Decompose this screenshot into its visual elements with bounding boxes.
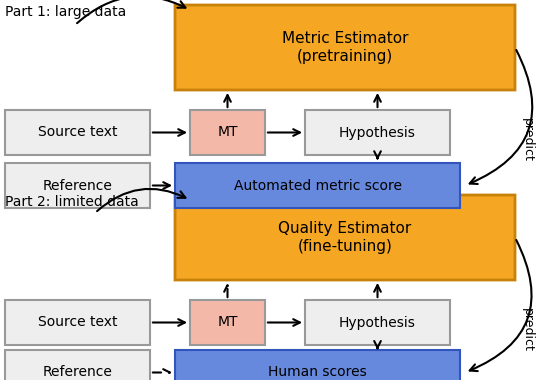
Text: MT: MT	[217, 315, 238, 329]
Text: Source text: Source text	[38, 125, 117, 139]
FancyArrowPatch shape	[374, 151, 381, 158]
FancyBboxPatch shape	[175, 163, 460, 208]
FancyArrowPatch shape	[153, 182, 170, 189]
FancyBboxPatch shape	[305, 300, 450, 345]
FancyArrowPatch shape	[374, 95, 381, 107]
FancyBboxPatch shape	[305, 110, 450, 155]
FancyArrowPatch shape	[374, 341, 381, 348]
FancyBboxPatch shape	[5, 110, 150, 155]
Text: MT: MT	[217, 125, 238, 139]
Text: predict: predict	[521, 308, 534, 352]
Text: Human scores: Human scores	[268, 366, 367, 380]
FancyArrowPatch shape	[374, 285, 381, 297]
FancyArrowPatch shape	[77, 0, 185, 23]
FancyArrowPatch shape	[224, 285, 231, 297]
Text: Part 1: large data: Part 1: large data	[5, 5, 126, 19]
FancyBboxPatch shape	[190, 300, 265, 345]
Text: Source text: Source text	[38, 315, 117, 329]
FancyBboxPatch shape	[175, 5, 515, 90]
Text: Part 2: limited data: Part 2: limited data	[5, 195, 139, 209]
FancyArrowPatch shape	[153, 319, 185, 326]
FancyArrowPatch shape	[224, 95, 231, 107]
FancyArrowPatch shape	[470, 50, 532, 184]
Text: Metric Estimator
(pretraining): Metric Estimator (pretraining)	[282, 31, 408, 64]
FancyArrowPatch shape	[268, 319, 300, 326]
Text: predict: predict	[521, 118, 534, 162]
Text: Hypothesis: Hypothesis	[339, 125, 416, 139]
FancyBboxPatch shape	[5, 300, 150, 345]
FancyArrowPatch shape	[153, 129, 185, 136]
Text: Reference: Reference	[43, 179, 112, 193]
FancyBboxPatch shape	[5, 350, 150, 380]
Text: Hypothesis: Hypothesis	[339, 315, 416, 329]
FancyArrowPatch shape	[470, 240, 531, 371]
FancyBboxPatch shape	[175, 195, 515, 280]
Text: Automated metric score: Automated metric score	[233, 179, 402, 193]
FancyBboxPatch shape	[175, 350, 460, 380]
FancyArrowPatch shape	[97, 189, 185, 211]
FancyArrowPatch shape	[268, 129, 300, 136]
FancyBboxPatch shape	[190, 110, 265, 155]
Text: Reference: Reference	[43, 366, 112, 380]
Text: Quality Estimator
(fine-tuning): Quality Estimator (fine-tuning)	[279, 221, 411, 254]
FancyBboxPatch shape	[5, 163, 150, 208]
FancyArrowPatch shape	[153, 369, 170, 376]
